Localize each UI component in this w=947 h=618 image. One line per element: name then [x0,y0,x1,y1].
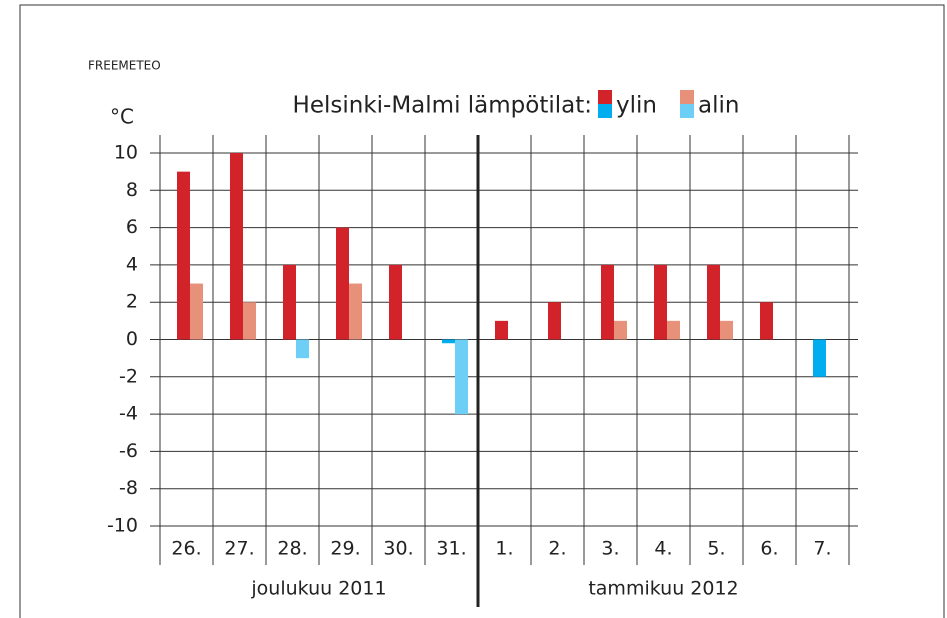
bar [230,153,243,340]
x-tick-label: 1. [495,538,513,560]
bar [283,264,296,340]
y-tick-label: 8 [126,179,138,201]
x-tick-label: 3. [601,538,619,560]
bar [296,339,309,359]
bar [336,227,349,340]
bar [190,283,203,340]
x-tick-label: 5. [707,538,725,560]
y-tick-label: -6 [119,440,138,462]
y-tick-label: -2 [119,365,138,387]
frame [19,4,945,618]
bar [667,320,680,340]
bar [654,264,667,340]
legend-swatch [598,90,612,104]
bar [243,302,256,340]
x-tick-label: 30. [383,538,413,560]
y-tick-label: 6 [126,216,138,238]
legend-swatch-negative [680,104,694,118]
chart-title: Helsinki-Malmi lämpötilat: [293,93,592,119]
bar [760,302,773,340]
y-tick-label: -4 [119,403,138,425]
bar [548,302,561,340]
x-tick-label: 29. [330,538,360,560]
y-tick-label: 4 [126,253,138,275]
bar [349,283,362,340]
bar [601,264,614,340]
y-tick-label: -10 [107,515,138,537]
y-tick-label: 10 [114,142,138,164]
x-tick-label: 26. [171,538,201,560]
month-label: joulukuu 2011 [250,578,386,600]
x-tick-label: 31. [436,538,466,560]
x-tick-label: 6. [760,538,778,560]
y-axis-label: °C [110,105,134,129]
x-tick-label: 28. [277,538,307,560]
x-tick-label: 27. [224,538,254,560]
bar [442,339,455,344]
bar [495,320,508,340]
source: FREEMETEO [88,59,161,73]
bar [813,339,826,377]
x-tick-label: 2. [548,538,566,560]
bar [389,264,402,340]
month-label: tammikuu 2012 [588,578,738,600]
bar [177,171,190,340]
bar [455,339,468,415]
legend-swatch-negative [598,104,612,118]
y-tick-label: -8 [119,477,138,499]
x-tick-label: 7. [813,538,831,560]
bar [707,264,720,340]
legend-label: ylin [616,93,657,119]
bar [720,320,733,340]
legend-label: alin [698,93,739,119]
legend-swatch [680,90,694,104]
y-tick-label: 0 [126,328,138,350]
y-tick-label: 2 [126,291,138,313]
x-tick-label: 4. [654,538,672,560]
bar [614,320,627,340]
